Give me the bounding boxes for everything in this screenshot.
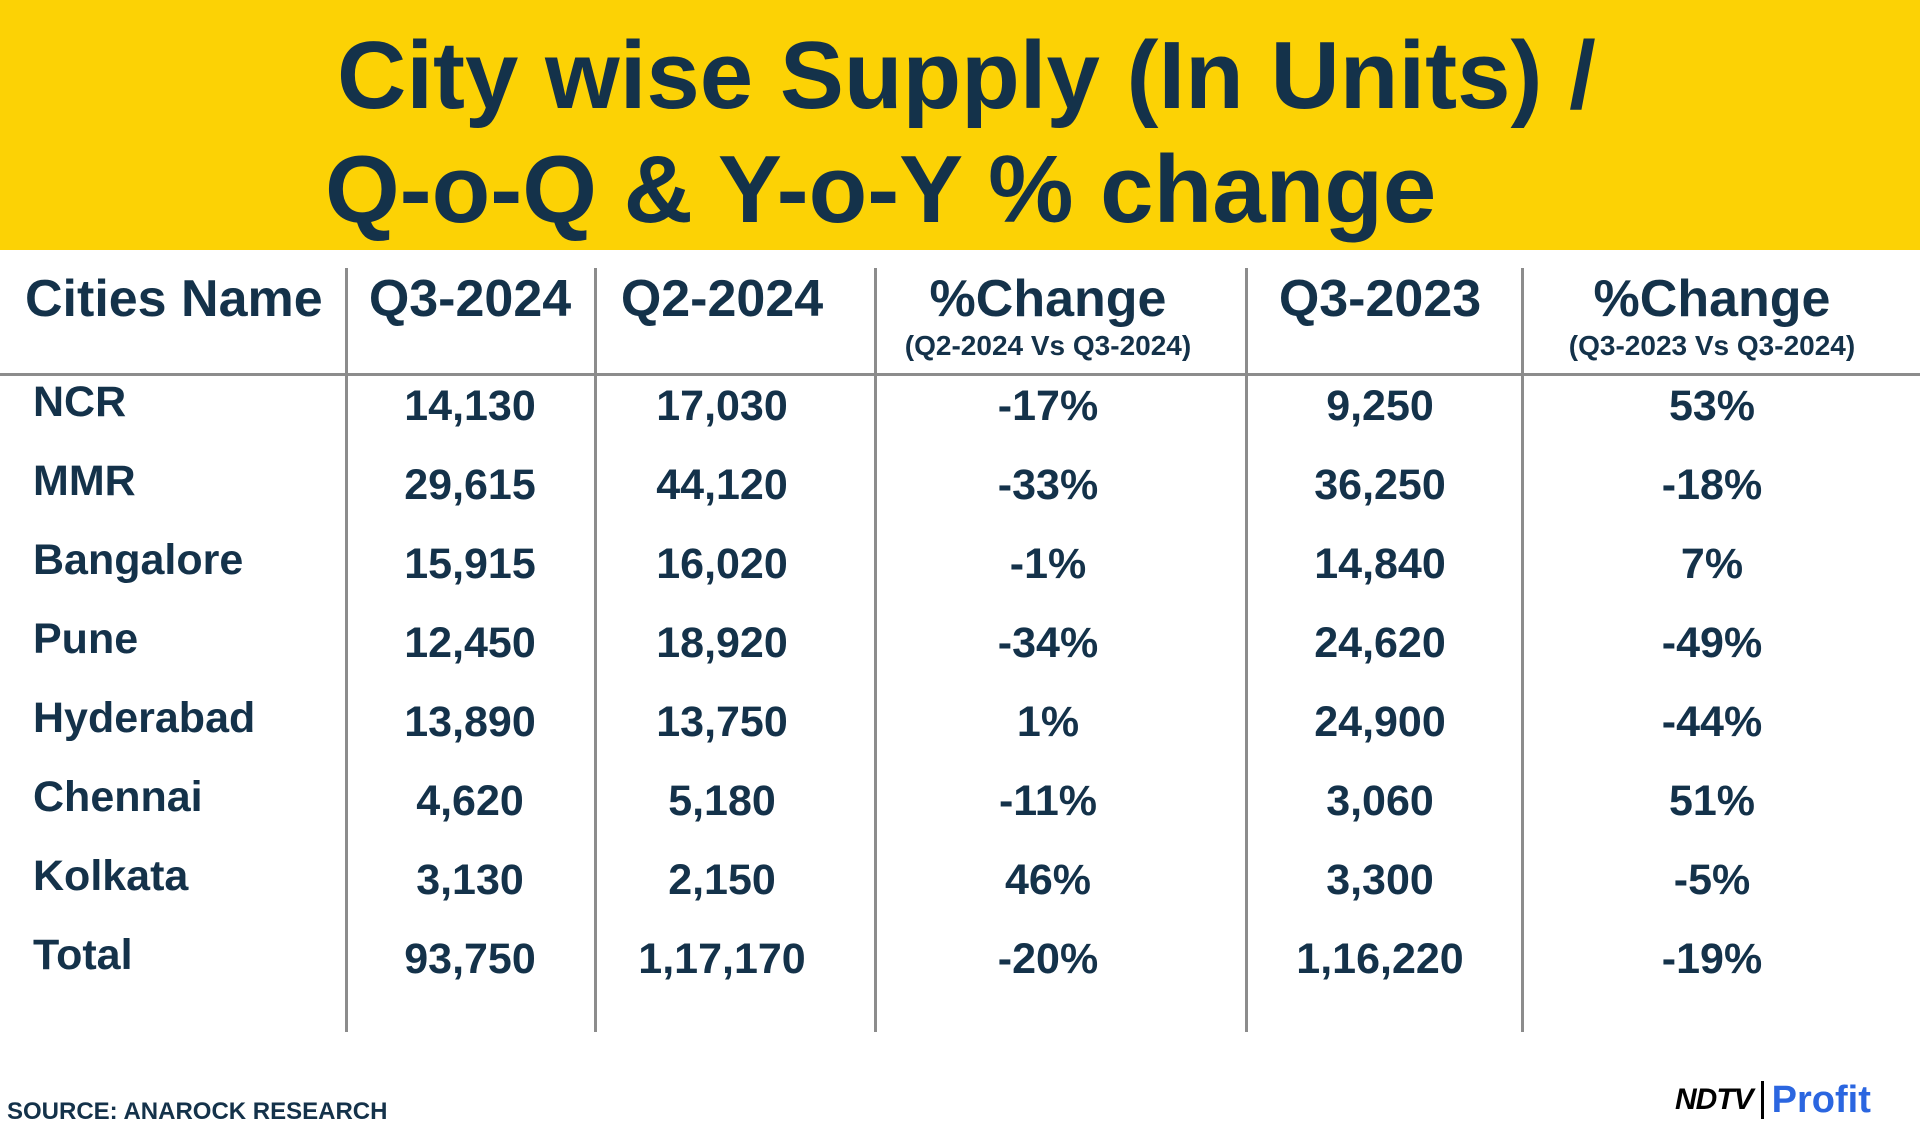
table-cell: -20% xyxy=(997,935,1099,983)
city-name-cell: MMR xyxy=(33,457,136,505)
brand-profit: Profit xyxy=(1771,1078,1871,1121)
table-cell: 5,180 xyxy=(668,777,776,825)
table-cell: 15,915 xyxy=(404,540,536,588)
table-cell: 93,750 xyxy=(404,935,536,983)
city-name-cell: Total xyxy=(33,931,133,979)
title-line-1: City wise Supply (In Units) / xyxy=(337,22,1596,129)
brand-logo: NDTV Profit xyxy=(1675,1078,1871,1121)
column-divider xyxy=(1245,268,1248,1032)
header-q3-2023: Q3-2023 xyxy=(1278,270,1482,328)
header-qoq-change-sub: (Q2-2024 Vs Q3-2024) xyxy=(904,330,1192,361)
title-banner: City wise Supply (In Units) / Q-o-Q & Y-… xyxy=(0,0,1920,250)
table-cell: -18% xyxy=(1661,461,1763,509)
table-cell: 3,130 xyxy=(416,856,524,904)
city-name-cell: Pune xyxy=(33,615,139,663)
table-cell: -5% xyxy=(1673,856,1751,904)
table-cell: 1% xyxy=(1016,698,1080,746)
table-cell: -49% xyxy=(1661,619,1763,667)
table-cell: -44% xyxy=(1661,698,1763,746)
header-q3-2024: Q3-2024 xyxy=(368,270,572,328)
table-cell: 2,150 xyxy=(668,856,776,904)
table-cell: 7% xyxy=(1680,540,1744,588)
table-cell: 53% xyxy=(1668,382,1756,430)
table-cell: 51% xyxy=(1668,777,1756,825)
source-note: SOURCE: ANAROCK RESEARCH xyxy=(7,1098,388,1125)
table-cell: 1,17,170 xyxy=(638,935,806,983)
table-cell: -11% xyxy=(998,777,1098,825)
table-cell: 14,840 xyxy=(1314,540,1446,588)
table-cell: 36,250 xyxy=(1314,461,1446,509)
city-name-cell: Hyderabad xyxy=(33,694,256,742)
table-cell: 14,130 xyxy=(404,382,536,430)
header-yoy-change: %Change xyxy=(1593,270,1831,328)
table-cell: 16,020 xyxy=(656,540,788,588)
table-cell: 4,620 xyxy=(416,777,524,825)
column-divider xyxy=(594,268,597,1032)
table-cell: -33% xyxy=(997,461,1099,509)
header-cities: Cities Name xyxy=(25,270,323,328)
city-name-cell: NCR xyxy=(33,378,127,426)
table-cell: 12,450 xyxy=(404,619,536,667)
brand-divider xyxy=(1760,1081,1764,1119)
table-cell: 13,750 xyxy=(656,698,788,746)
table-cell: 44,120 xyxy=(656,461,788,509)
table-cell: -17% xyxy=(997,382,1099,430)
header-rule xyxy=(0,373,1920,376)
header-qoq-change: %Change xyxy=(929,270,1167,328)
table-cell: 24,620 xyxy=(1314,619,1446,667)
brand-ndtv: NDTV xyxy=(1675,1083,1754,1116)
table-cell: 29,615 xyxy=(404,461,536,509)
title-line-2: Q-o-Q & Y-o-Y % change xyxy=(325,136,1437,243)
city-name-cell: Kolkata xyxy=(33,852,189,900)
table-cell: 9,250 xyxy=(1326,382,1434,430)
column-divider xyxy=(345,268,348,1032)
table-cell: -1% xyxy=(1009,540,1087,588)
column-divider xyxy=(874,268,877,1032)
table-cell: 24,900 xyxy=(1314,698,1446,746)
header-yoy-change-sub: (Q3-2023 Vs Q3-2024) xyxy=(1568,330,1856,361)
table-cell: 17,030 xyxy=(656,382,788,430)
table-cell: 3,060 xyxy=(1326,777,1434,825)
header-q2-2024: Q2-2024 xyxy=(620,270,824,328)
city-name-cell: Chennai xyxy=(33,773,203,821)
table-cell: 18,920 xyxy=(656,619,788,667)
table-cell: -19% xyxy=(1661,935,1763,983)
table-cell: -34% xyxy=(997,619,1099,667)
city-name-cell: Bangalore xyxy=(33,536,244,584)
table-cell: 1,16,220 xyxy=(1296,935,1464,983)
table-cell: 3,300 xyxy=(1326,856,1434,904)
table-cell: 46% xyxy=(1004,856,1092,904)
column-divider xyxy=(1521,268,1524,1032)
table-cell: 13,890 xyxy=(404,698,536,746)
